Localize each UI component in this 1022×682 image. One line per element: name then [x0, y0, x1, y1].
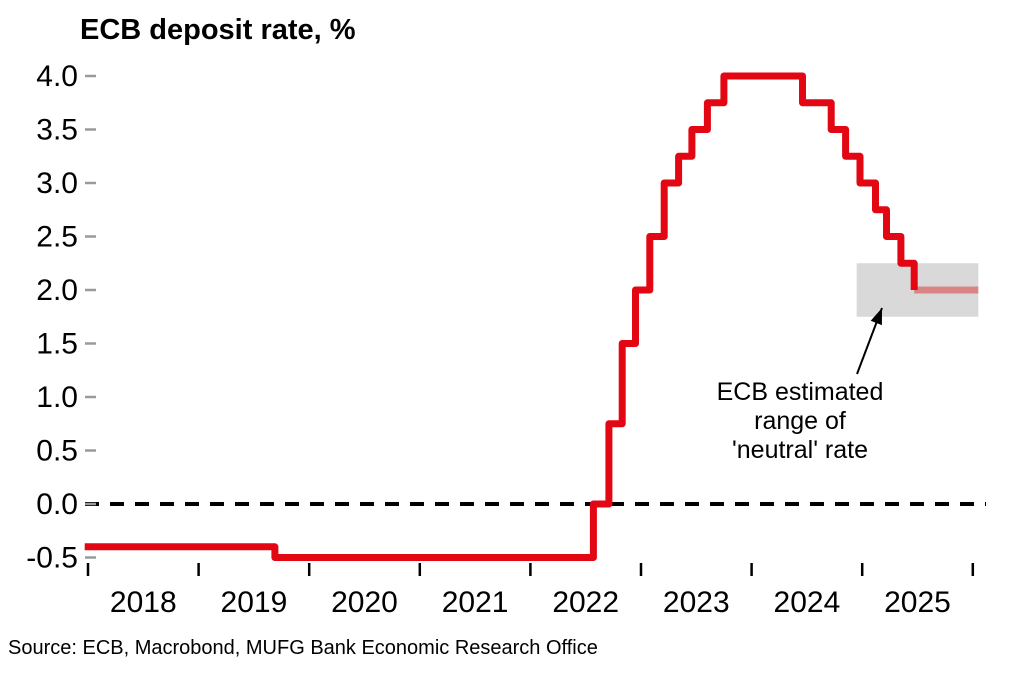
- neutral-rate-annotation: ECB estimated range of 'neutral' rate: [688, 378, 912, 465]
- x-axis-label: 2020: [331, 586, 398, 619]
- y-axis-label: 3.0: [36, 167, 78, 200]
- annotation-arrow-head: [870, 308, 882, 326]
- x-axis-label: 2024: [774, 586, 841, 619]
- y-axis-label: 0.5: [36, 435, 78, 468]
- chart-title: ECB deposit rate, %: [80, 14, 356, 46]
- y-axis-label: 2.0: [36, 274, 78, 307]
- x-axis-label: 2025: [884, 586, 951, 619]
- x-axis-label: 2018: [110, 586, 177, 619]
- x-axis-label: 2023: [663, 586, 730, 619]
- y-axis-label: 0.0: [36, 488, 78, 521]
- annotation-line-3: 'neutral' rate: [731, 436, 868, 464]
- y-axis-label: 1.5: [36, 328, 78, 361]
- x-axis-label: 2021: [442, 586, 509, 619]
- x-axis-label: 2019: [221, 586, 288, 619]
- y-axis-label: 4.0: [36, 60, 78, 93]
- deposit-rate-line: [84, 72, 918, 561]
- annotation-line-2: range of: [754, 407, 846, 435]
- y-axis-label: -0.5: [26, 542, 78, 575]
- x-axis-label: 2022: [552, 586, 619, 619]
- y-axis-label: 2.5: [36, 221, 78, 254]
- y-axis-label: 3.5: [36, 114, 78, 147]
- y-axis-label: 1.0: [36, 381, 78, 414]
- annotation-line-1: ECB estimated: [716, 378, 884, 406]
- source-note: Source: ECB, Macrobond, MUFG Bank Econom…: [8, 637, 598, 659]
